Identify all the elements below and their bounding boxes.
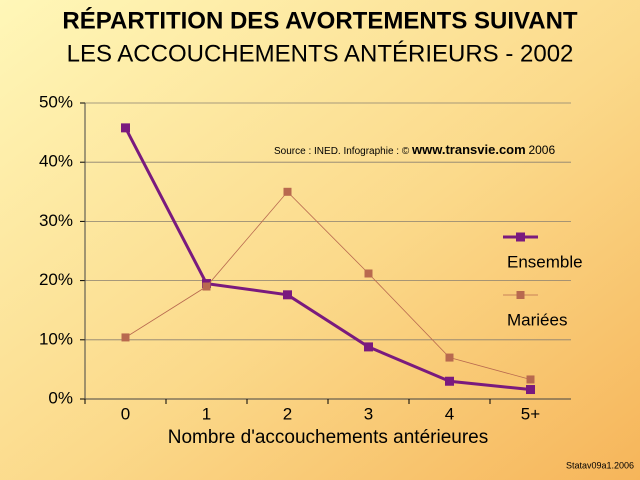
marker	[283, 290, 292, 300]
x-axis-title: Nombre d'accouchements antérieures	[168, 427, 488, 448]
marker	[202, 282, 211, 291]
legend-marker	[516, 291, 525, 299]
y-tick-label: 50%	[39, 92, 73, 111]
annotation-source: Source : INED. Infographie : ©	[274, 146, 410, 157]
x-tick-label: 0	[121, 404, 130, 423]
x-tick-label: 4	[445, 404, 454, 423]
marker	[121, 333, 130, 342]
legend-label: Ensemble	[507, 252, 583, 271]
footer: Statav09a1.2006	[566, 460, 634, 470]
series-line	[125, 191, 531, 380]
marker	[445, 376, 454, 386]
marker	[283, 187, 292, 196]
y-tick-label: 10%	[39, 329, 73, 348]
marker	[364, 342, 373, 352]
x-tick-label: 1	[202, 404, 211, 423]
y-tick-label: 40%	[39, 152, 73, 171]
y-tick-label: 30%	[39, 211, 73, 230]
legend-marker	[516, 232, 525, 242]
marker	[526, 375, 535, 384]
legend-label: Mariées	[507, 310, 567, 329]
marker	[445, 353, 454, 362]
annotation-year: 2006	[528, 143, 555, 157]
marker	[364, 269, 373, 278]
x-tick-label: 2	[283, 404, 292, 423]
marker	[526, 385, 535, 395]
chart-title: RÉPARTITION DES AVORTEMENTS SUIVANT	[62, 6, 577, 34]
chart-subtitle: LES ACCOUCHEMENTS ANTÉRIEURS - 2002	[67, 40, 574, 67]
y-tick-label: 20%	[39, 270, 73, 289]
x-tick-label: 5+	[521, 404, 540, 423]
y-tick-label: 0%	[48, 388, 73, 407]
marker	[121, 123, 130, 133]
x-tick-label: 3	[364, 404, 373, 423]
series-line	[124, 127, 531, 392]
annotation: Source : INED. Infographie : © www.trans…	[274, 142, 555, 157]
annotation-site: www.transvie.com	[411, 142, 526, 157]
